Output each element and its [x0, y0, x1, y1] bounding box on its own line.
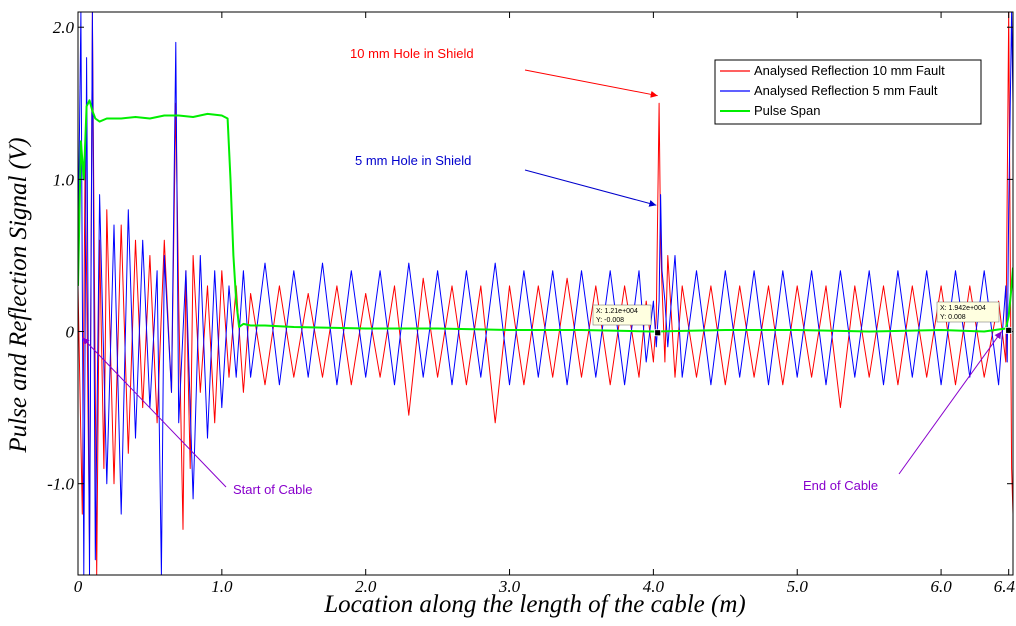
legend-label-10mm: Analysed Reflection 10 mm Fault: [754, 63, 945, 78]
legend-label-5mm: Analysed Reflection 5 mm Fault: [754, 83, 938, 98]
annotation-label-3: End of Cable: [803, 478, 878, 493]
series-line-2: [78, 99, 1013, 333]
x-tick-label-3: 3.0: [498, 577, 521, 596]
x-tick-label-7: 6.47: [994, 577, 1016, 596]
series-layer: [78, 12, 1013, 575]
y-tick-label-1: 0: [66, 323, 75, 342]
annotations-layer: 10 mm Hole in Shield 5 mm Hole in Shield S…: [81, 46, 1013, 497]
x-tick-label-4: 4.0: [643, 577, 665, 596]
annotation-arrow-2: [81, 337, 227, 488]
plot-frame: [77, 11, 1014, 576]
x-axis-title: Location along the length of the cable (…: [323, 591, 745, 618]
x-tick-label-1: 1.0: [211, 577, 233, 596]
annotation-arrow-3: [898, 331, 1002, 475]
datatip-box-1: [936, 301, 1000, 323]
datatip-box-0: [592, 304, 652, 326]
annotation-label-0: 10 mm Hole in Shield: [350, 46, 474, 61]
x-tick-label-2: 2.0: [355, 577, 377, 596]
datatip-y-1: Y: 0.008: [940, 314, 966, 321]
y-tick-label-3: 2.0: [53, 18, 75, 37]
datatip-x-1: X: 1.942e+004: [940, 305, 986, 312]
legend: Analysed Reflection 10 mm Fault Analysed…: [714, 59, 982, 125]
legend-box: [714, 59, 982, 125]
annotation-arrow-1: [524, 169, 657, 207]
annotation-label-2: Start of Cable: [233, 482, 313, 497]
y-tick-label-0: -1.0: [47, 475, 74, 494]
ticks-layer: 0 1.0 2.0 3.0 4.0 5.0 6.0 6.47 -1.0 0 1.0 2.0: [47, 12, 1016, 596]
datatip-y-0: Y: -0.008: [596, 317, 624, 324]
x-tick-label-0: 0: [74, 577, 83, 596]
legend-label-pulse-span: Pulse Span: [754, 103, 821, 118]
x-tick-label-6: 6.0: [930, 577, 952, 596]
x-tick-label-5: 5.0: [787, 577, 809, 596]
annotation-arrow-0: [524, 69, 658, 98]
datatip-marker-1: [1005, 326, 1013, 334]
y-tick-label-2: 1.0: [53, 170, 75, 189]
datatip-x-0: X: 1.21e+004: [596, 308, 638, 315]
y-axis-title: Pulse and Reflection Signal (V): [5, 137, 32, 453]
datatip-marker-0: [654, 329, 662, 337]
series-line-0: [78, 12, 1013, 575]
annotation-label-1: 5 mm Hole in Shield: [355, 153, 471, 168]
series-line-1: [78, 12, 1013, 575]
